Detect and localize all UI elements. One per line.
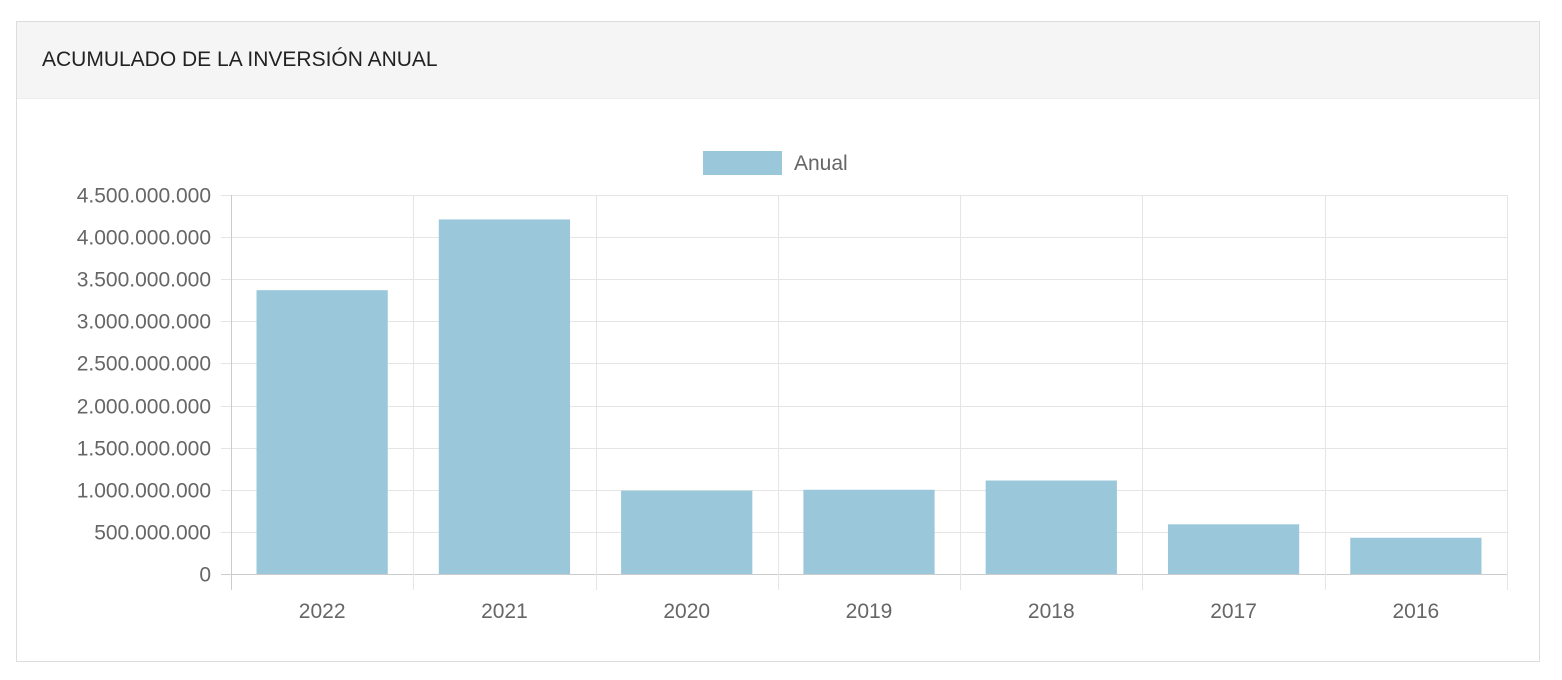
x-tick-label: 2021 (481, 600, 528, 623)
y-tick-label: 4.000.000.000 (77, 227, 211, 250)
legend-swatch (703, 151, 782, 175)
y-tick-label: 3.000.000.000 (77, 311, 211, 334)
y-tick-label: 0 (199, 564, 211, 587)
y-tick-label: 4.500.000.000 (77, 185, 211, 208)
y-tick-label: 1.500.000.000 (77, 438, 211, 461)
bar-2021 (438, 219, 571, 574)
y-tick-label: 2.000.000.000 (77, 396, 211, 419)
panel-heading: ACUMULADO DE LA INVERSIÓN ANUAL (17, 22, 1539, 99)
x-tick-label: 2017 (1210, 600, 1257, 623)
x-tick-label: 2022 (299, 600, 346, 623)
y-tick-label: 1.000.000.000 (77, 480, 211, 503)
bar-2017 (1167, 524, 1300, 574)
y-tick-label: 3.500.000.000 (77, 269, 211, 292)
legend-label: Anual (794, 152, 848, 175)
y-tick-label: 500.000.000 (94, 522, 211, 545)
bar-2018 (985, 480, 1117, 574)
bar-2016 (1350, 537, 1482, 574)
x-tick-label: 2019 (846, 600, 893, 623)
y-tick-label: 2.500.000.000 (77, 353, 211, 376)
panel-title: ACUMULADO DE LA INVERSIÓN ANUAL (42, 48, 438, 71)
x-tick-label: 2020 (663, 600, 710, 623)
bar-2022 (256, 290, 388, 574)
x-tick-label: 2018 (1028, 600, 1075, 623)
bar-2020 (621, 490, 753, 574)
x-tick-label: 2016 (1392, 600, 1439, 623)
bar-2019 (803, 489, 935, 574)
